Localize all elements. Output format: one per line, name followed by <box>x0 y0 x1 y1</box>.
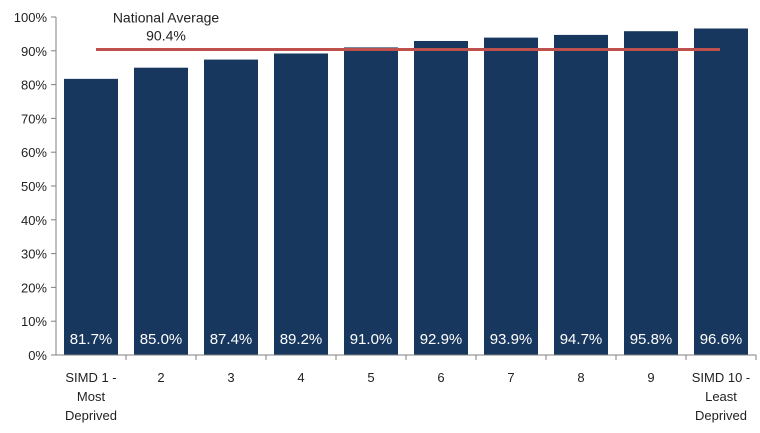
y-tick-label: 40% <box>21 213 47 228</box>
y-tick-label: 90% <box>21 44 47 59</box>
x-category-label-line: 9 <box>647 370 654 385</box>
x-category-label-line: Deprived <box>695 408 747 423</box>
y-tick-label: 30% <box>21 247 47 262</box>
national-average-value: 90.4% <box>146 27 186 43</box>
bar-data-label: 96.6% <box>700 331 743 348</box>
bar <box>624 31 678 356</box>
x-category-label-line: 8 <box>577 370 584 385</box>
bar-data-label: 87.4% <box>210 331 253 348</box>
y-tick-label: 50% <box>21 179 47 194</box>
x-category-label: 3 <box>227 370 234 385</box>
x-category-label-line: SIMD 1 - <box>65 370 116 385</box>
bar <box>484 37 538 355</box>
y-tick-label: 60% <box>21 145 47 160</box>
bars: 81.7% 85.0% 87.4% 89.2% 91.0% 92.9% 93.9% 94.7%… <box>64 28 748 356</box>
bar-data-label: 93.9% <box>490 331 533 348</box>
bar-data-label: 85.0% <box>140 331 183 348</box>
bar-data-label: 95.8% <box>630 331 673 348</box>
x-category-label: 7 <box>507 370 514 385</box>
x-category-label-line: 7 <box>507 370 514 385</box>
y-tick-label: 80% <box>21 78 47 93</box>
x-category-label-line: Deprived <box>65 408 117 423</box>
x-category-label-line: 3 <box>227 370 234 385</box>
x-category-label: SIMD 1 - Most Deprived <box>65 370 117 423</box>
bar <box>554 34 608 355</box>
x-category-label-line: 2 <box>157 370 164 385</box>
bar <box>344 47 398 356</box>
x-category-label-line: Most <box>77 389 106 404</box>
x-category-label: 8 <box>577 370 584 385</box>
y-axis: 0% 10% 20% 30% 40% 50% 60% 70% 80% 90% 100% <box>14 10 57 363</box>
bar-data-label: 92.9% <box>420 331 463 348</box>
x-category-label-line: 6 <box>437 370 444 385</box>
y-tick-label: 10% <box>21 314 47 329</box>
y-tick-label: 20% <box>21 280 47 295</box>
x-category-label-line: SIMD 10 - <box>692 370 751 385</box>
national-average-reference: National Average 90.4% <box>96 9 720 51</box>
bar-data-label: 81.7% <box>70 331 113 348</box>
x-category-label-line: Least <box>705 389 737 404</box>
bar <box>414 40 468 356</box>
y-tick-label: 100% <box>14 10 48 25</box>
y-tick-label: 0% <box>28 348 47 363</box>
bar-data-label: 89.2% <box>280 331 323 348</box>
x-category-label: 2 <box>157 370 164 385</box>
x-category-label-line: 4 <box>297 370 304 385</box>
x-axis: SIMD 1 - Most Deprived 2 3 4 5 6 7 8 9 SIMD 10 - Lea… <box>56 354 757 423</box>
national-average-label: National Average <box>113 9 220 25</box>
bar <box>694 28 748 355</box>
x-category-label: SIMD 10 - Least Deprived <box>692 370 751 423</box>
x-category-label: 4 <box>297 370 304 385</box>
x-category-label: 5 <box>367 370 374 385</box>
bar <box>134 67 188 355</box>
x-category-label-line: 5 <box>367 370 374 385</box>
y-tick-label: 70% <box>21 111 47 126</box>
bar-data-label: 91.0% <box>350 331 393 348</box>
bar <box>204 59 258 355</box>
bar <box>274 53 328 356</box>
x-category-label: 9 <box>647 370 654 385</box>
x-category-label: 6 <box>437 370 444 385</box>
bar <box>64 78 118 355</box>
bar-data-label: 94.7% <box>560 331 603 348</box>
